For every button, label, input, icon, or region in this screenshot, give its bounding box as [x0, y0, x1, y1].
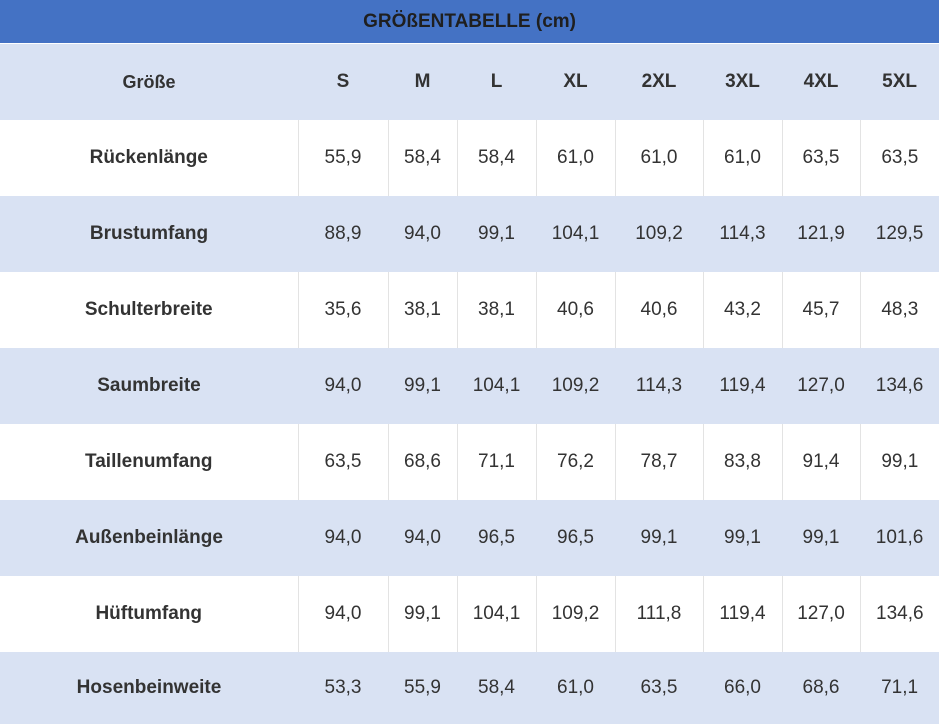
measurement-value-5xl: 63,5 — [859, 120, 939, 196]
measurement-label: Außenbeinlänge — [0, 500, 298, 576]
measurement-value-l: 96,5 — [457, 500, 536, 576]
size-header-4xl: 4XL — [782, 43, 860, 120]
measurement-value-l: 71,1 — [456, 424, 536, 500]
size-header-5xl: 5XL — [860, 43, 939, 120]
measurement-value-2xl: 61,0 — [614, 120, 703, 196]
measurement-value-xl: 76,2 — [535, 424, 615, 500]
measurement-value-xl: 61,0 — [536, 652, 615, 724]
measurement-value-m: 99,1 — [388, 348, 457, 424]
measurement-value-s: 63,5 — [297, 424, 388, 500]
measurement-value-4xl: 91,4 — [781, 424, 860, 500]
measurement-label: Rückenlänge — [0, 120, 298, 196]
measurement-label: Hüftumfang — [0, 576, 298, 652]
measurement-value-5xl: 129,5 — [860, 196, 939, 272]
measurement-value-4xl: 127,0 — [781, 576, 860, 652]
measurement-value-m: 68,6 — [387, 424, 457, 500]
size-header-s: S — [298, 43, 388, 120]
measurement-value-m: 99,1 — [387, 576, 457, 652]
measurement-label: Hosenbeinweite — [0, 652, 298, 724]
measurement-value-l: 58,4 — [457, 652, 536, 724]
measurement-value-l: 104,1 — [456, 576, 536, 652]
measurement-value-xl: 61,0 — [535, 120, 615, 196]
size-header-2xl: 2XL — [615, 43, 703, 120]
measurement-value-4xl: 127,0 — [782, 348, 860, 424]
measurement-value-5xl: 48,3 — [859, 272, 939, 348]
table-row: Saumbreite 94,0 99,1 104,1 109,2 114,3 119,4 12… — [0, 348, 939, 424]
table-row: Taillenumfang 63,5 68,6 71,1 76,2 78,7 83,8 91,… — [0, 424, 939, 500]
table-row: Schulterbreite 35,6 38,1 38,1 40,6 40,6 43,2 45… — [0, 272, 939, 348]
measurement-value-3xl: 61,0 — [702, 120, 782, 196]
measurement-value-5xl: 134,6 — [859, 576, 939, 652]
measurement-value-l: 99,1 — [457, 196, 536, 272]
measurement-value-xl: 104,1 — [536, 196, 615, 272]
measurement-value-m: 38,1 — [387, 272, 457, 348]
measurement-value-3xl: 119,4 — [702, 576, 782, 652]
measurement-value-4xl: 99,1 — [782, 500, 860, 576]
table-row: Hosenbeinweite 53,3 55,9 58,4 61,0 63,5 66,0 68… — [0, 652, 939, 724]
measurement-value-xl: 109,2 — [536, 348, 615, 424]
measurement-value-2xl: 78,7 — [614, 424, 703, 500]
measurement-value-5xl: 134,6 — [860, 348, 939, 424]
measurement-value-4xl: 45,7 — [781, 272, 860, 348]
measurement-value-m: 94,0 — [388, 196, 457, 272]
measurement-label: Saumbreite — [0, 348, 298, 424]
measurement-value-s: 94,0 — [298, 500, 388, 576]
measurement-value-3xl: 99,1 — [703, 500, 782, 576]
measurement-value-m: 58,4 — [387, 120, 457, 196]
measurement-value-3xl: 66,0 — [703, 652, 782, 724]
measurement-value-l: 38,1 — [456, 272, 536, 348]
measurement-value-xl: 96,5 — [536, 500, 615, 576]
measurement-value-s: 94,0 — [297, 576, 388, 652]
measurement-value-2xl: 109,2 — [615, 196, 703, 272]
measurement-value-s: 53,3 — [298, 652, 388, 724]
measurement-value-m: 55,9 — [388, 652, 457, 724]
measurement-label: Brustumfang — [0, 196, 298, 272]
size-column-label: Größe — [0, 43, 298, 120]
measurement-value-3xl: 43,2 — [702, 272, 782, 348]
measurement-value-2xl: 114,3 — [615, 348, 703, 424]
size-header-l: L — [457, 43, 536, 120]
table-title: GRÖßENTABELLE (cm) — [0, 0, 939, 44]
measurement-value-3xl: 83,8 — [702, 424, 782, 500]
measurement-value-4xl: 68,6 — [782, 652, 860, 724]
measurement-value-l: 104,1 — [457, 348, 536, 424]
measurement-value-m: 94,0 — [388, 500, 457, 576]
measurement-value-s: 94,0 — [298, 348, 388, 424]
size-header-m: M — [388, 43, 457, 120]
measurement-value-s: 88,9 — [298, 196, 388, 272]
size-header-3xl: 3XL — [703, 43, 782, 120]
measurement-label: Schulterbreite — [0, 272, 298, 348]
table-row: Hüftumfang 94,0 99,1 104,1 109,2 111,8 119,4 12… — [0, 576, 939, 652]
measurement-label: Taillenumfang — [0, 424, 298, 500]
table-row: Rückenlänge 55,9 58,4 58,4 61,0 61,0 61,0 63,5 6… — [0, 120, 939, 196]
measurement-value-2xl: 99,1 — [615, 500, 703, 576]
measurement-value-2xl: 40,6 — [614, 272, 703, 348]
measurement-value-3xl: 119,4 — [703, 348, 782, 424]
measurement-value-5xl: 99,1 — [859, 424, 939, 500]
size-header-row: Größe S M L XL 2XL 3XL 4XL 5XL — [0, 43, 939, 120]
size-table-body: Rückenlänge 55,9 58,4 58,4 61,0 61,0 61,0 63,5 6… — [0, 120, 939, 724]
measurement-value-2xl: 63,5 — [615, 652, 703, 724]
measurement-value-xl: 40,6 — [535, 272, 615, 348]
table-row: Brustumfang 88,9 94,0 99,1 104,1 109,2 114,3 12… — [0, 196, 939, 272]
table-row: Außenbeinlänge 94,0 94,0 96,5 96,5 99,1 99,1 99… — [0, 500, 939, 576]
measurement-value-3xl: 114,3 — [703, 196, 782, 272]
size-header-xl: XL — [536, 43, 615, 120]
measurement-value-4xl: 63,5 — [781, 120, 860, 196]
measurement-value-5xl: 101,6 — [860, 500, 939, 576]
measurement-value-5xl: 71,1 — [860, 652, 939, 724]
measurement-value-s: 35,6 — [297, 272, 388, 348]
measurement-value-xl: 109,2 — [535, 576, 615, 652]
measurement-value-4xl: 121,9 — [782, 196, 860, 272]
measurement-value-2xl: 111,8 — [614, 576, 703, 652]
measurement-value-s: 55,9 — [297, 120, 388, 196]
measurement-value-l: 58,4 — [456, 120, 536, 196]
